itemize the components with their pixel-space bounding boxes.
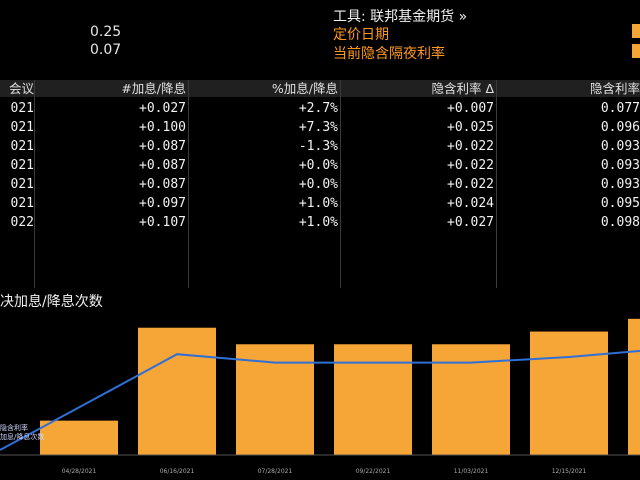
cell-pct: -1.3% bbox=[298, 139, 338, 154]
cell-rate: 0.077 bbox=[600, 101, 640, 116]
cell-delta: +0.024 bbox=[447, 196, 494, 211]
cell-meeting: 021 bbox=[10, 139, 34, 154]
implied-rate-line bbox=[0, 349, 640, 451]
chart-legend: 隐含利率 加息/降息次数 bbox=[0, 424, 80, 452]
table-row[interactable]: 021 +0.087 -1.3% +0.022 0.093 bbox=[0, 137, 640, 156]
cell-rate: 0.093 bbox=[600, 158, 640, 173]
tool-selector[interactable]: 工具: 联邦基金期货 » bbox=[333, 9, 468, 25]
bar bbox=[40, 420, 118, 455]
implied-value: 0.07 bbox=[90, 42, 122, 58]
table-row[interactable]: 021 +0.100 +7.3% +0.025 0.096 bbox=[0, 118, 640, 137]
cell-num: +0.087 bbox=[139, 158, 186, 173]
table-header: 会议 #加息/降息 %加息/降息 隐含利率 Δ 隐含利率 bbox=[0, 80, 640, 97]
bar bbox=[334, 344, 412, 455]
cell-delta: +0.007 bbox=[447, 101, 494, 116]
table-row[interactable]: 021 +0.027 +2.7% +0.007 0.077 bbox=[0, 99, 640, 118]
x-tick-label: 04/28/2021 bbox=[62, 468, 97, 475]
bar bbox=[530, 331, 608, 455]
cell-delta: +0.027 bbox=[447, 215, 494, 230]
cell-num: +0.087 bbox=[139, 177, 186, 192]
table-row[interactable]: 021 +0.097 +1.0% +0.024 0.095 bbox=[0, 194, 640, 213]
cell-meeting: 022 bbox=[10, 215, 34, 230]
cell-meeting: 021 bbox=[10, 177, 34, 192]
x-tick-label: 12/15/2021 bbox=[552, 468, 587, 475]
cell-delta: +0.022 bbox=[447, 177, 494, 192]
cell-meeting: 021 bbox=[10, 158, 34, 173]
cell-rate: 0.093 bbox=[600, 177, 640, 192]
legend-item-implied-rate: 隐含利率 bbox=[0, 424, 28, 432]
cell-num: +0.027 bbox=[139, 101, 186, 116]
legend-item-hikes: 加息/降息次数 bbox=[0, 433, 45, 441]
cell-pct: +0.0% bbox=[298, 177, 338, 192]
cell-rate: 0.093 bbox=[600, 139, 640, 154]
column-divider bbox=[340, 80, 341, 288]
cell-rate: 0.098 bbox=[600, 215, 640, 230]
x-tick-label: 09/22/2021 bbox=[356, 468, 391, 475]
price-date-field[interactable] bbox=[632, 24, 640, 38]
price-date-label: 定价日期 bbox=[333, 27, 389, 43]
cell-rate: 0.096 bbox=[600, 120, 640, 135]
cell-pct: +7.3% bbox=[298, 120, 338, 135]
implied-rate-field[interactable] bbox=[632, 44, 640, 58]
col-num-hikes[interactable]: #加息/降息 bbox=[121, 81, 186, 96]
cell-meeting: 021 bbox=[10, 120, 34, 135]
col-meeting[interactable]: 会议 bbox=[8, 81, 34, 96]
cell-delta: +0.022 bbox=[447, 139, 494, 154]
col-implied-rate[interactable]: 隐含利率 bbox=[589, 81, 640, 96]
cell-num: +0.107 bbox=[139, 215, 186, 230]
x-tick-label: 11/03/2021 bbox=[454, 468, 489, 475]
cell-delta: +0.022 bbox=[447, 158, 494, 173]
cell-delta: +0.025 bbox=[447, 120, 494, 135]
cell-pct: +1.0% bbox=[298, 196, 338, 211]
cell-meeting: 021 bbox=[10, 101, 34, 116]
column-divider bbox=[496, 80, 497, 288]
hikes-chart: 04/28/2021 06/16/2021 07/28/2021 09/22/2021… bbox=[0, 318, 640, 475]
column-divider bbox=[34, 80, 35, 288]
cell-pct: +2.7% bbox=[298, 101, 338, 116]
table-row[interactable]: 021 +0.087 +0.0% +0.022 0.093 bbox=[0, 156, 640, 175]
chart-title: 决加息/降息次数 bbox=[0, 294, 103, 310]
x-tick-label: 06/16/2021 bbox=[160, 468, 195, 475]
column-divider bbox=[188, 80, 189, 288]
implied-rate-label: 当前隐含隔夜利率 bbox=[333, 46, 445, 62]
current-value: 0.25 bbox=[90, 24, 122, 40]
bar bbox=[138, 327, 216, 455]
cell-pct: +0.0% bbox=[298, 158, 338, 173]
cell-meeting: 021 bbox=[10, 196, 34, 211]
header-panel: 0.25 0.07 工具: 联邦基金期货 » 定价日期 当前隐含隔夜利率 bbox=[0, 0, 640, 80]
cell-rate: 0.095 bbox=[600, 196, 640, 211]
cell-num: +0.087 bbox=[139, 139, 186, 154]
table-row[interactable]: 021 +0.087 +0.0% +0.022 0.093 bbox=[0, 175, 640, 194]
table-row[interactable]: 022 +0.107 +1.0% +0.027 0.098 bbox=[0, 213, 640, 232]
bar bbox=[628, 318, 640, 455]
cell-num: +0.097 bbox=[139, 196, 186, 211]
col-implied-delta[interactable]: 隐含利率 Δ bbox=[431, 81, 494, 96]
cell-num: +0.100 bbox=[139, 120, 186, 135]
cell-pct: +1.0% bbox=[298, 215, 338, 230]
col-pct-hikes[interactable]: %加息/降息 bbox=[271, 81, 338, 96]
x-tick-label: 07/28/2021 bbox=[258, 468, 293, 475]
